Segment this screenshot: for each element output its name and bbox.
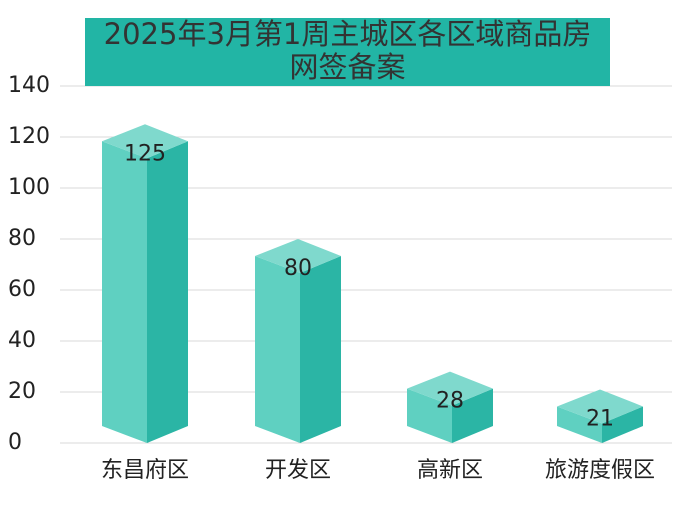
bar (102, 124, 188, 443)
y-tick-label: 60 (8, 277, 36, 302)
bar-right-face (147, 141, 188, 443)
bar-left-face (255, 256, 300, 443)
bar-right-face (452, 388, 493, 443)
y-tick-label: 20 (8, 379, 36, 404)
y-tick-label: 100 (8, 175, 50, 200)
y-tick-label: 120 (8, 124, 50, 149)
chart-title: 2025年3月第1周主城区各区域商品房网签备案 (103, 17, 592, 84)
bar-left-face (102, 141, 147, 443)
value-label: 28 (436, 389, 464, 414)
y-tick-label: 80 (8, 226, 36, 251)
bar-top-face (557, 389, 643, 424)
bar (557, 389, 643, 443)
x-tick-label: 旅游度假区 (545, 458, 655, 483)
bar-top-face (102, 124, 188, 159)
y-tick-label: 40 (8, 328, 36, 353)
y-tick-label: 140 (8, 73, 50, 98)
x-tick-label: 开发区 (265, 458, 331, 483)
bar (407, 371, 493, 443)
bar (255, 239, 341, 443)
value-label: 125 (124, 141, 166, 166)
value-label: 80 (284, 256, 312, 281)
y-tick-label: 0 (8, 430, 22, 455)
bar-top-face (255, 239, 341, 273)
x-tick-label: 高新区 (417, 458, 483, 483)
bar-left-face (407, 388, 452, 443)
x-tick-label: 东昌府区 (101, 458, 189, 483)
bar-left-face (557, 406, 602, 443)
bar-top-face (407, 371, 493, 406)
value-label: 21 (586, 406, 614, 431)
title-banner: 2025年3月第1周主城区各区域商品房网签备案 (85, 18, 610, 86)
bar-right-face (300, 256, 341, 443)
bar-right-face (602, 406, 643, 443)
